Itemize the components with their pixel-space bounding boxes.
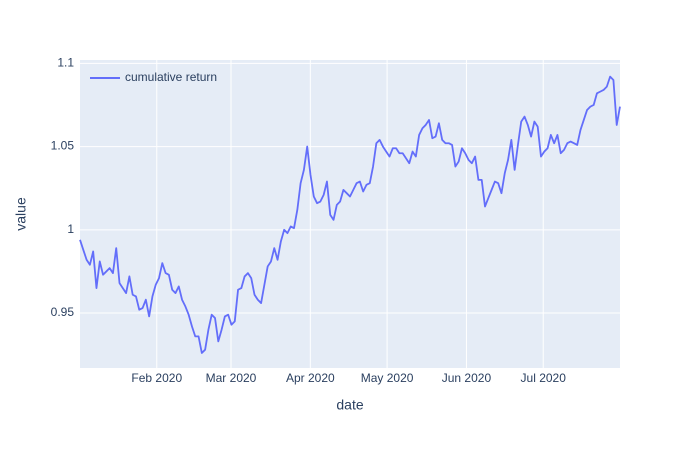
y-tick-label: 1.1 [57, 56, 74, 70]
x-tick-label: Apr 2020 [286, 371, 335, 385]
x-axis-title: date [336, 397, 363, 413]
y-tick-label: 1.05 [51, 139, 75, 153]
line [79, 75, 621, 354]
legend-label: cumulative return [125, 70, 217, 84]
plot-area [80, 60, 620, 368]
x-tick-label: Feb 2020 [131, 371, 182, 385]
x-tick-label: May 2020 [361, 371, 414, 385]
y-tick-label: 0.95 [51, 305, 75, 319]
grid [80, 60, 620, 368]
marks [79, 75, 621, 354]
x-tick-label: Jul 2020 [521, 371, 567, 385]
y-tick-label: 1 [67, 222, 74, 236]
y-axis-title: value [13, 197, 29, 231]
x-tick-label: Mar 2020 [206, 371, 257, 385]
x-tick-label: Jun 2020 [442, 371, 492, 385]
